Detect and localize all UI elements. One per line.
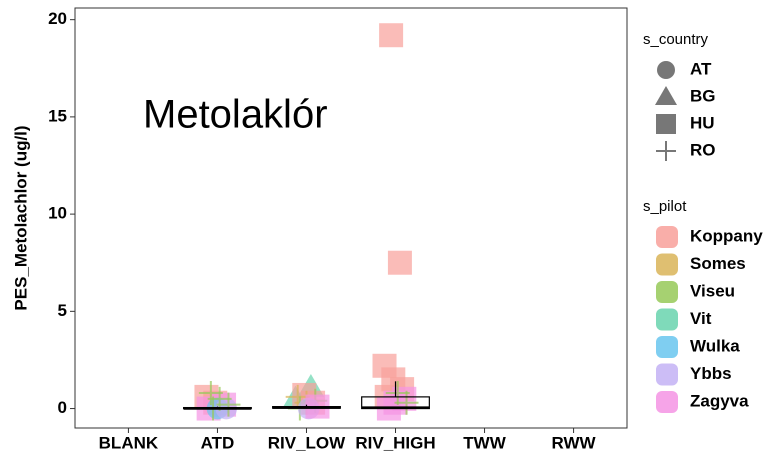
y-axis-label: PES_Metolachlor (ug/l): [11, 125, 30, 310]
legend-label: HU: [690, 113, 715, 132]
y-tick-label: 5: [58, 301, 67, 320]
legend-key: [656, 308, 678, 331]
x-tick-label: RIV_HIGH: [355, 433, 435, 452]
legend-label: BG: [690, 86, 716, 105]
panel: [74, 7, 628, 429]
point: [379, 23, 404, 48]
x-tick-label: TWW: [463, 433, 506, 452]
legend-key: [656, 281, 678, 303]
y-tick-label: 10: [48, 204, 67, 223]
legend-label: Zagyva: [690, 391, 749, 410]
legend-label: Viseu: [690, 281, 735, 300]
legend-key: [656, 226, 678, 248]
legend-key: [656, 253, 678, 276]
y-tick-label: 20: [48, 9, 67, 28]
y-tick-label: 15: [48, 106, 67, 125]
x-tick-label: BLANK: [99, 433, 159, 452]
chart-title: Metolaklór: [143, 93, 328, 137]
point: [216, 392, 241, 417]
legend-key: [656, 391, 678, 413]
x-tick-label: RWW: [552, 433, 597, 452]
legend-title: s_country: [643, 31, 709, 48]
point: [394, 390, 419, 415]
legend-label: AT: [690, 59, 712, 78]
legend-label: Wulka: [690, 336, 740, 355]
legend-label: RO: [690, 140, 716, 159]
legend-title: s_pilot: [643, 198, 687, 215]
legend-label: Vit: [690, 309, 712, 328]
x-tick-label: RIV_LOW: [268, 433, 346, 452]
legend-label: Ybbs: [690, 364, 732, 383]
point: [387, 250, 412, 275]
legend-label: Somes: [690, 254, 746, 273]
x-tick-label: ATD: [201, 433, 235, 452]
legend-label: Koppany: [690, 226, 763, 245]
legend-key: [657, 61, 675, 79]
legend-key: [656, 363, 678, 386]
y-tick-label: 0: [58, 398, 67, 417]
legend-key: [656, 114, 676, 134]
legend-key: [655, 86, 677, 105]
legend-key: [656, 141, 676, 161]
legend-key: [656, 336, 678, 358]
